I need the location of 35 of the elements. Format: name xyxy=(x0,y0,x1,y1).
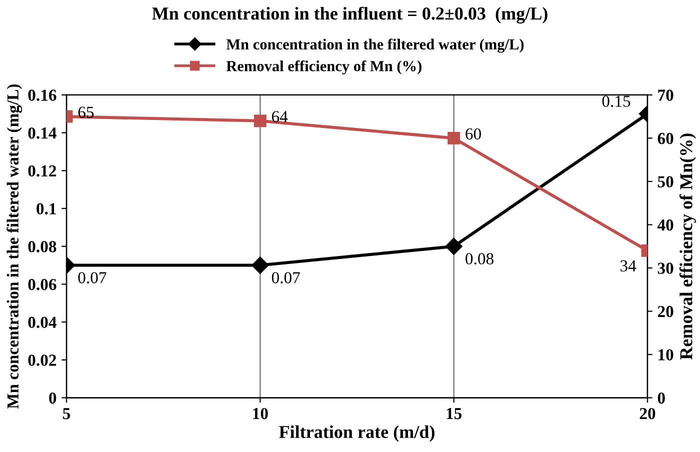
data-label: 0.08 xyxy=(466,253,494,264)
y-axis-title: Mn concentration in the filtered water (mg/L) xyxy=(6,84,22,409)
y2-tick-label: 60 xyxy=(658,132,674,144)
data-label: 0.07 xyxy=(78,272,106,284)
data-label: 34 xyxy=(620,260,636,272)
y2-tick-label: 10 xyxy=(658,349,674,360)
x-tick-label: 5 xyxy=(63,408,70,420)
data-label: 60 xyxy=(466,128,481,140)
y-tick-label: 0.16 xyxy=(28,90,56,101)
y2-tick-label: 70 xyxy=(658,90,674,101)
x-tick-label: 10 xyxy=(253,408,268,420)
y-tick-label: 0.08 xyxy=(28,241,56,252)
x-tick-label: 15 xyxy=(446,408,462,420)
data-label: 64 xyxy=(272,111,288,122)
legend-label: Removal efficiency of Mn (%) xyxy=(226,60,422,74)
y2-tick-label: 30 xyxy=(658,262,674,274)
data-label: 65 xyxy=(78,106,94,118)
legend-label: Mn concentration in the filtered water (mg/L) xyxy=(226,38,524,53)
y2-tick-label: 0 xyxy=(658,392,665,404)
y-tick-label: 0.14 xyxy=(28,127,56,139)
y2-axis-title: Removal efficiency of Mn(%) xyxy=(679,134,696,360)
y-tick-label: 0.06 xyxy=(28,278,56,290)
x-axis-title: Filtration rate (m/d) xyxy=(279,425,434,442)
y2-tick-label: 20 xyxy=(658,306,674,318)
data-label: 0.15 xyxy=(602,96,630,107)
y-tick-label: 0.04 xyxy=(28,316,56,328)
y-tick-label: 0.02 xyxy=(28,354,56,366)
y2-tick-label: 40 xyxy=(657,219,674,231)
data-label: 0.07 xyxy=(272,272,300,284)
chart-title: Mn concentration in the influent = 0.2±0.03 (mg/L) xyxy=(152,6,548,24)
y-tick-label: 0.1 xyxy=(36,203,56,215)
y-tick-label: 0 xyxy=(49,392,56,404)
y-tick-label: 0.12 xyxy=(28,165,56,177)
x-tick-label: 20 xyxy=(640,408,656,420)
y2-tick-label: 50 xyxy=(658,176,674,188)
